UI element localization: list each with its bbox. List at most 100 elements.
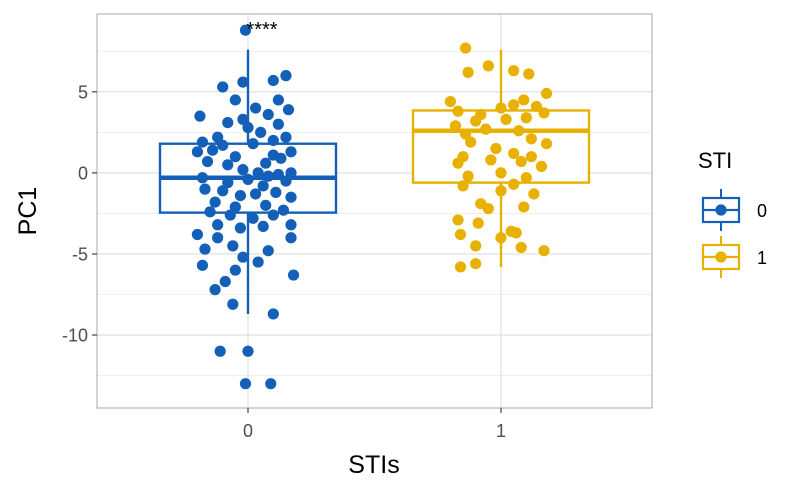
data-point <box>508 147 520 160</box>
data-point <box>459 42 472 54</box>
data-point <box>247 138 259 150</box>
data-point <box>255 126 267 138</box>
data-point <box>234 222 247 234</box>
y-tick-label: 0 <box>78 163 88 183</box>
data-point <box>217 81 229 93</box>
data-point <box>285 167 297 179</box>
data-point <box>229 151 241 163</box>
data-point <box>287 269 300 281</box>
data-point <box>482 60 494 72</box>
x-tick-label: 1 <box>496 421 506 441</box>
data-point <box>465 136 477 148</box>
data-point <box>525 151 537 163</box>
data-point <box>214 345 226 357</box>
data-point <box>490 142 502 155</box>
legend: STI 0 1 <box>698 148 767 278</box>
plot-border <box>96 13 653 409</box>
data-point <box>449 120 462 132</box>
data-point <box>495 167 507 179</box>
data-point <box>535 160 548 173</box>
data-point <box>217 185 229 197</box>
data-point <box>265 378 277 390</box>
data-point <box>495 232 507 244</box>
data-point <box>454 261 467 273</box>
x-axis-title: STIs <box>348 451 399 479</box>
data-point <box>513 125 525 137</box>
data-point <box>219 275 231 288</box>
data-point <box>495 185 507 197</box>
data-point <box>520 172 532 184</box>
data-point <box>229 201 241 213</box>
data-point <box>260 157 272 169</box>
data-point <box>196 259 209 271</box>
x-tick-label: 0 <box>243 421 253 441</box>
data-point <box>212 219 224 231</box>
data-point <box>452 214 464 226</box>
data-point <box>515 155 527 168</box>
data-point <box>199 243 211 255</box>
data-point <box>237 251 249 263</box>
data-point <box>495 102 507 114</box>
data-point <box>275 152 287 164</box>
data-point <box>470 258 482 270</box>
data-point <box>515 241 527 254</box>
data-point <box>285 219 297 231</box>
data-point <box>285 232 297 244</box>
data-point <box>222 159 234 171</box>
data-point <box>267 74 279 87</box>
data-point <box>520 112 532 124</box>
data-point <box>229 264 241 276</box>
data-point <box>191 146 203 158</box>
data-point <box>206 144 219 156</box>
data-point <box>267 209 279 221</box>
data-point <box>280 175 292 187</box>
data-point <box>237 113 249 125</box>
data-point <box>528 188 540 200</box>
data-point <box>285 191 297 203</box>
y-axis-title: PC1 <box>14 187 42 236</box>
data-point <box>242 345 254 357</box>
data-point <box>452 105 464 117</box>
jitter-points <box>191 24 553 390</box>
data-point <box>222 117 234 129</box>
data-point <box>204 206 216 218</box>
data-point <box>212 232 224 244</box>
data-point <box>239 378 252 390</box>
data-point <box>272 94 284 106</box>
data-point <box>224 209 236 221</box>
data-point <box>470 240 482 252</box>
data-point <box>262 245 274 257</box>
legend-key: 0 <box>701 189 767 231</box>
data-point <box>525 133 537 145</box>
data-point <box>280 131 292 143</box>
data-point <box>227 240 239 252</box>
data-point <box>249 188 262 200</box>
data-point <box>285 146 297 158</box>
data-point <box>234 189 247 202</box>
data-point <box>252 167 264 179</box>
data-point <box>249 102 262 114</box>
data-point <box>540 138 553 150</box>
data-point <box>237 76 249 88</box>
data-point <box>267 134 279 147</box>
data-point <box>457 180 469 192</box>
data-point <box>209 196 221 208</box>
data-point <box>194 110 206 122</box>
data-point <box>530 100 543 113</box>
data-point <box>257 220 269 233</box>
data-point <box>239 24 252 36</box>
data-point <box>196 136 209 148</box>
legend-label: 0 <box>757 201 767 221</box>
data-point <box>444 95 456 108</box>
data-point <box>462 66 474 78</box>
data-point <box>212 131 224 143</box>
data-point <box>229 94 241 106</box>
y-tick-label: -5 <box>72 244 88 264</box>
data-point <box>277 204 290 216</box>
data-point <box>500 113 512 125</box>
legend-key: 1 <box>701 236 767 278</box>
data-point <box>272 118 284 130</box>
data-point <box>508 99 520 111</box>
